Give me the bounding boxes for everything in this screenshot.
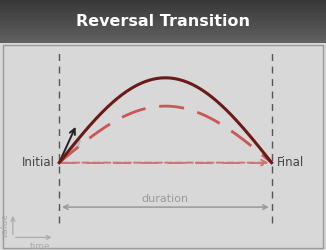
Text: Final: Final: [276, 156, 304, 169]
Text: duration: duration: [142, 194, 189, 204]
Text: Reversal Transition: Reversal Transition: [76, 14, 250, 29]
Text: Initial: Initial: [22, 156, 54, 169]
Text: value: value: [1, 213, 10, 238]
Text: time: time: [30, 242, 50, 250]
